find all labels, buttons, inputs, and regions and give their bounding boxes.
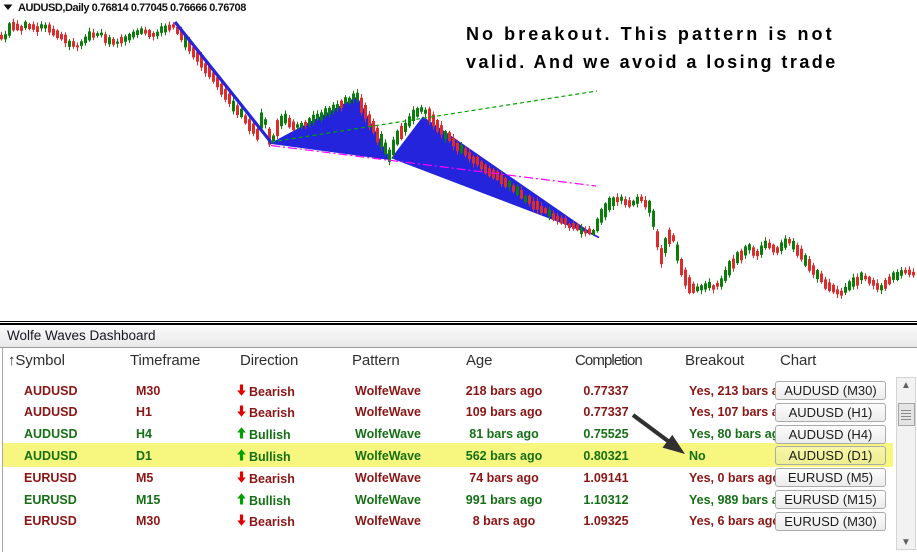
svg-text:AUDUSD,Daily 0.76814 0.77045: AUDUSD,Daily 0.76814 0.77045 0.76666 0.7… xyxy=(18,2,246,14)
svg-text:No breakout. This pattern is n: No breakout. This pattern is not xyxy=(466,24,835,44)
svg-text:valid. And we avoid a losing t: valid. And we avoid a losing trade xyxy=(466,52,838,72)
